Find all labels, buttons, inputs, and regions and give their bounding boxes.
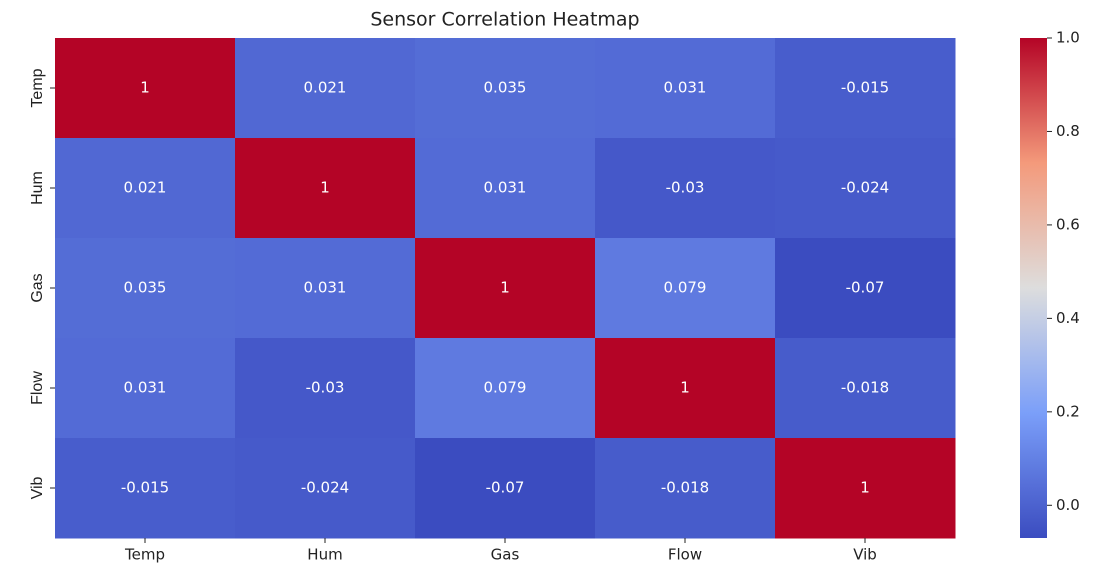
- x-tick-label: Gas: [491, 546, 520, 564]
- heatmap-cell: [415, 238, 596, 339]
- cell-label: -0.015: [121, 479, 169, 497]
- cell-label: -0.024: [301, 479, 349, 497]
- y-tick-label: Vib: [29, 476, 46, 499]
- heatmap-cell: [775, 38, 956, 139]
- heatmap-cell: [775, 238, 956, 339]
- cell-label: 1: [140, 79, 150, 97]
- cell-label: -0.07: [486, 479, 525, 497]
- heatmap-cell: [595, 438, 776, 539]
- heatmap-cell: [235, 38, 416, 139]
- heatmap-cell: [415, 338, 596, 439]
- x-tick-label: Temp: [124, 546, 165, 564]
- cell-label: 0.031: [124, 379, 167, 397]
- heatmap-cell: [55, 438, 236, 539]
- colorbar-tick-label: 1.0: [1056, 29, 1080, 47]
- y-tick-label: Gas: [29, 273, 46, 302]
- colorbar-tick-label: 0.0: [1056, 496, 1080, 514]
- heatmap-cell: [595, 138, 776, 239]
- heatmap-cell: [235, 338, 416, 439]
- heatmap-cell: [595, 338, 776, 439]
- cell-label: 0.079: [484, 379, 527, 397]
- cell-label: 1: [320, 179, 330, 197]
- heatmap-cell: [415, 438, 596, 539]
- colorbar: [1020, 38, 1047, 538]
- x-tick-label: Flow: [668, 546, 702, 564]
- heatmap-cell: [235, 438, 416, 539]
- cell-label: 1: [500, 279, 510, 297]
- cell-label: 0.031: [664, 79, 707, 97]
- heatmap-cell: [55, 338, 236, 439]
- heatmap-cell: [775, 138, 956, 239]
- chart-title: Sensor Correlation Heatmap: [370, 9, 639, 31]
- colorbar-tick-label: 0.8: [1056, 122, 1080, 140]
- heatmap-cell: [595, 38, 776, 139]
- cell-label: 0.035: [124, 279, 167, 297]
- cell-label: -0.03: [666, 179, 705, 197]
- colorbar-tick-label: 0.2: [1056, 402, 1080, 420]
- heatmap-cell: [55, 138, 236, 239]
- heatmap-cell: [415, 138, 596, 239]
- cell-label: 1: [680, 379, 690, 397]
- cell-label: 0.079: [664, 279, 707, 297]
- heatmap-cell: [55, 238, 236, 339]
- heatmap-cell: [415, 38, 596, 139]
- cell-label: 0.035: [484, 79, 527, 97]
- heatmap-cell: [775, 438, 956, 539]
- cell-label: -0.018: [841, 379, 889, 397]
- colorbar-tick-label: 0.6: [1056, 215, 1080, 233]
- cell-label: 0.031: [304, 279, 347, 297]
- x-tick-label: Hum: [307, 546, 342, 564]
- cell-label: 0.031: [484, 179, 527, 197]
- y-tick-label: Hum: [29, 171, 46, 205]
- cell-label: -0.015: [841, 79, 889, 97]
- heatmap-cell: [595, 238, 776, 339]
- cell-label: 0.021: [124, 179, 167, 197]
- heatmap-cell: [55, 38, 236, 139]
- cell-label: -0.018: [661, 479, 709, 497]
- cell-label: -0.03: [306, 379, 345, 397]
- y-tick-label: Temp: [29, 68, 46, 107]
- y-tick-label: Flow: [29, 371, 46, 405]
- cell-label: 1: [860, 479, 870, 497]
- heatmap-cell: [235, 238, 416, 339]
- x-tick-label: Vib: [853, 546, 877, 564]
- heatmap-cell: [775, 338, 956, 439]
- heatmap-cell: [235, 138, 416, 239]
- colorbar-tick-label: 0.4: [1056, 309, 1080, 327]
- cell-label: 0.021: [304, 79, 347, 97]
- cell-label: -0.024: [841, 179, 889, 197]
- cell-label: -0.07: [846, 279, 885, 297]
